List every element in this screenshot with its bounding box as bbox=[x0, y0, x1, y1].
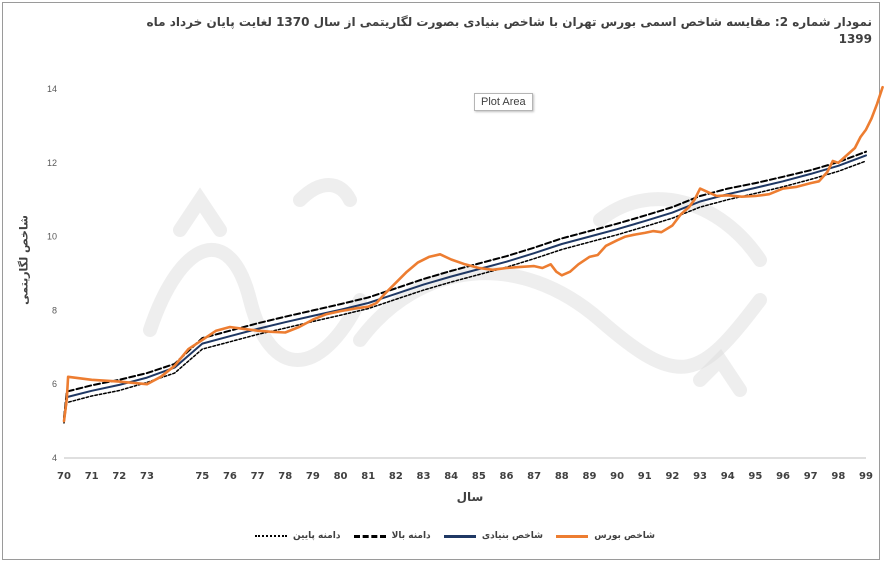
x-tick-label: 97 bbox=[804, 471, 818, 482]
legend-swatch-index bbox=[556, 534, 589, 538]
chart-title: نمودار شماره 2: مقایسه شاخص اسمی بورس ته… bbox=[146, 15, 872, 46]
x-tick-label: 80 bbox=[334, 471, 348, 482]
x-tick-label: 89 bbox=[582, 471, 596, 482]
legend-label-upper: دامنه بالا bbox=[391, 531, 431, 541]
y-tick-label: 4 bbox=[52, 453, 57, 463]
series-layer bbox=[62, 85, 884, 424]
legend-item-upper: دامنه بالا bbox=[353, 531, 431, 541]
x-tick-label: 99 bbox=[859, 471, 873, 482]
legend: شاخص بورس شاخص بنیادی دامنه بالا دامنه پ… bbox=[255, 531, 655, 541]
y-tick-label: 8 bbox=[52, 305, 57, 315]
x-tick-label: 90 bbox=[610, 471, 624, 482]
plot-area-tag: Plot Area bbox=[474, 93, 533, 111]
watermark-stroke-3 bbox=[173, 187, 227, 237]
series-line-3 bbox=[63, 160, 867, 424]
y-tick-label: 14 bbox=[47, 84, 57, 94]
series-line-2 bbox=[63, 150, 867, 419]
series-line-0 bbox=[62, 85, 884, 423]
x-tick-label: 98 bbox=[831, 471, 845, 482]
legend-label-fundamental: شاخص بنیادی bbox=[481, 531, 544, 541]
y-tick-label: 10 bbox=[47, 232, 57, 242]
watermark-stroke-1 bbox=[353, 266, 767, 374]
x-tick-label: 87 bbox=[527, 471, 541, 482]
y-tick-label: 6 bbox=[52, 379, 57, 389]
x-tick-label: 72 bbox=[112, 471, 126, 482]
x-tick-label: 84 bbox=[444, 471, 458, 482]
x-tick-label: 85 bbox=[472, 471, 486, 482]
x-tick-label: 70 bbox=[57, 471, 71, 482]
x-tick-label: 83 bbox=[417, 471, 431, 482]
x-tick-label: 86 bbox=[500, 471, 514, 482]
legend-label-index: شاخص بورس bbox=[594, 531, 655, 541]
x-tick-label: 94 bbox=[721, 471, 735, 482]
x-tick-label: 92 bbox=[665, 471, 679, 482]
x-tick-label: 76 bbox=[223, 471, 237, 482]
x-tick-label: 88 bbox=[555, 471, 569, 482]
x-tick-label: 78 bbox=[278, 471, 292, 482]
x-axis-label: سال bbox=[456, 490, 484, 504]
x-tick-label: 82 bbox=[389, 471, 403, 482]
x-tick-label: 73 bbox=[140, 471, 154, 482]
watermark-logo bbox=[143, 178, 767, 397]
legend-swatch-upper bbox=[353, 534, 386, 538]
x-tick-label: 77 bbox=[251, 471, 265, 482]
legend-swatch-lower bbox=[255, 535, 287, 537]
legend-item-index: شاخص بورس bbox=[556, 531, 655, 541]
watermark-stroke-2 bbox=[593, 192, 767, 267]
x-tick-label: 81 bbox=[361, 471, 375, 482]
x-tick-label: 75 bbox=[195, 471, 209, 482]
watermark-stroke-4 bbox=[293, 178, 357, 207]
watermark-stroke-0 bbox=[143, 242, 367, 367]
x-tick-label: 79 bbox=[306, 471, 320, 482]
x-tick-label: 71 bbox=[85, 471, 99, 482]
x-tick-label: 91 bbox=[638, 471, 652, 482]
x-tick-label: 96 bbox=[776, 471, 790, 482]
x-tick-label: 93 bbox=[693, 471, 707, 482]
legend-item-fundamental: شاخص بنیادی bbox=[443, 531, 544, 541]
x-tick-label: 95 bbox=[748, 471, 762, 482]
legend-swatch-fundamental bbox=[443, 534, 476, 538]
legend-item-lower: دامنه پایین bbox=[255, 531, 340, 541]
y-tick-label: 12 bbox=[47, 158, 57, 168]
chart-axes: 4 6 8 10 12 14 70 71 72 73 75 76 77 78 79 80 81 82 83 84 85 8… bbox=[47, 84, 873, 482]
y-axis-label: شاخص لگاریتمی bbox=[17, 215, 31, 305]
legend-label-lower: دامنه پایین bbox=[293, 531, 341, 541]
watermark-stroke-5 bbox=[693, 349, 747, 397]
